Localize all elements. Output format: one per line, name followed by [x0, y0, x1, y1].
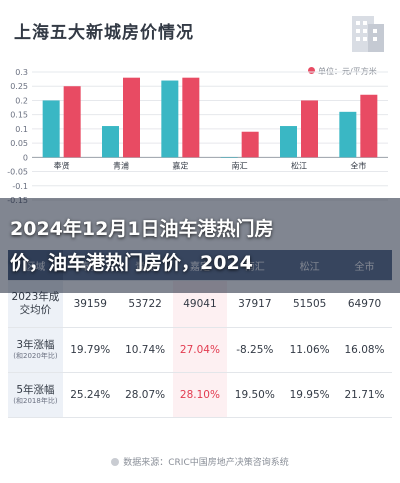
table-cell: 28.10%	[172, 372, 228, 418]
bar	[241, 131, 259, 158]
table-cell: 25.24%	[62, 372, 118, 418]
bar	[339, 111, 357, 158]
y-tick-label: 0.2	[15, 96, 28, 105]
row-label: 3年涨幅 (和2020年比)	[8, 327, 63, 373]
table-row: 5年涨幅 (和2018年比) 25.24% 28.07% 28.10% 19.50…	[8, 372, 392, 418]
y-tick-label: -0.1	[12, 182, 28, 191]
overlay-band	[0, 198, 400, 293]
row-label: 5年涨幅 (和2018年比)	[8, 372, 63, 418]
page-title: 上海五大新城房价情况	[14, 23, 194, 43]
bar	[63, 86, 81, 158]
bar	[301, 100, 318, 158]
table-cell: 21.71%	[337, 372, 392, 418]
table-row: 3年涨幅 (和2020年比) 19.79% 10.74% 27.04% -8.25…	[8, 327, 392, 373]
bar	[182, 77, 200, 158]
source-icon	[111, 458, 120, 466]
table-cell: 19.50%	[227, 372, 283, 418]
x-tick-label: 南汇	[232, 160, 248, 170]
bar	[220, 157, 238, 158]
legend-marker-icon	[308, 67, 315, 74]
x-tick-label: 全市	[350, 160, 366, 170]
bar	[102, 126, 119, 158]
table-cell: 28.07%	[117, 372, 173, 418]
table-cell: 10.74%	[117, 327, 173, 373]
y-tick-label: -0.05	[7, 168, 28, 177]
table-cell: 27.04%	[172, 327, 228, 373]
x-tick-label: 松江	[291, 160, 307, 170]
y-tick-label: 0.15	[10, 111, 28, 120]
table-cell: 16.08%	[337, 327, 392, 373]
bar	[161, 80, 179, 158]
overlay-headline: 价，油车港热门房价，2024	[10, 252, 253, 274]
bar	[42, 100, 60, 158]
overlay-headline: 2024年12月1日油车港热门房	[10, 218, 274, 240]
bar-chart: 0.30.250.20.150.10.050-0.05-0.1-0.15奉贤青浦…	[7, 68, 388, 205]
table-cell: 19.95%	[282, 372, 338, 418]
x-tick-label: 奉贤	[54, 160, 70, 170]
table-cell: 11.06%	[282, 327, 338, 373]
y-tick-label: 0	[23, 153, 28, 162]
y-tick-label: 0.25	[10, 82, 28, 91]
x-tick-label: 青浦	[113, 160, 129, 170]
bar	[280, 126, 297, 158]
table-cell: -8.25%	[227, 327, 283, 373]
y-tick-label: 0.05	[10, 139, 28, 148]
bar	[360, 94, 378, 158]
y-tick-label: 0.3	[15, 68, 28, 77]
x-tick-label: 嘉定	[172, 160, 188, 170]
bar	[123, 77, 140, 158]
y-tick-label: 0.1	[15, 125, 28, 134]
source-note: 数据来源：CRIC中国房地产决策咨询系统	[0, 455, 400, 468]
building-icon	[352, 16, 384, 52]
table-cell: 19.79%	[62, 327, 118, 373]
